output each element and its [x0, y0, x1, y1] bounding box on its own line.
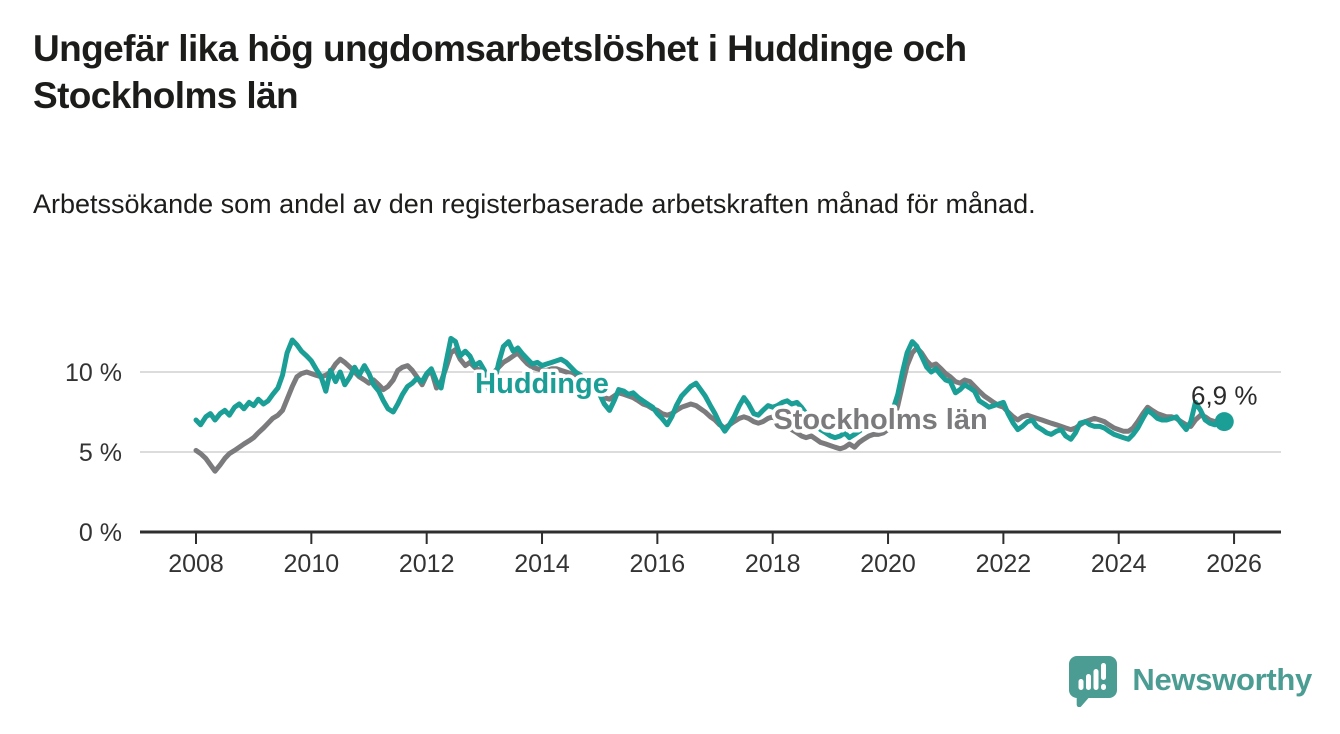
- series-line-stockholms-l-n: [193, 345, 1223, 474]
- chart-subtitle: Arbetssökande som andel av den registerb…: [33, 189, 1036, 219]
- x-axis-tick-label: 2020: [860, 550, 916, 578]
- series-line-huddinge: [193, 335, 1227, 442]
- x-axis-tick-label: 2024: [1091, 550, 1147, 578]
- y-axis-tick-label: 10 %: [65, 359, 122, 387]
- newsworthy-logo-text: Newsworthy: [1132, 662, 1312, 697]
- series-label-stockholms-l-n: Stockholms län: [773, 404, 987, 436]
- y-axis-tick-label: 0 %: [79, 519, 122, 547]
- x-axis-tick-label: 2018: [745, 550, 801, 578]
- bar-chart-speech-bubble-icon: [1069, 656, 1118, 707]
- x-axis-tick-label: 2012: [399, 550, 455, 578]
- series-label-huddinge: Huddinge: [475, 368, 609, 400]
- x-axis-tick-label: 2014: [514, 550, 570, 578]
- latest-value-dot: [1214, 412, 1234, 432]
- newsworthy-logo[interactable]: Newsworthy: [1066, 653, 1312, 707]
- x-axis-tick-label: 2010: [284, 550, 340, 578]
- unemployment-chart: 0 % 5 % 10 % 2008 2010 2012 2014 2016 2018 2020 20…: [0, 300, 1340, 590]
- latest-value-label: 6,9 %: [1191, 381, 1258, 411]
- x-axis-tick-label: 2026: [1206, 550, 1262, 578]
- y-axis-tick-label: 5 %: [79, 439, 122, 467]
- unemployment-chart-svg: 0 % 5 % 10 % 2008 2010 2012 2014 2016 2018 2020 20…: [65, 335, 1281, 578]
- x-axis-tick-label: 2022: [976, 550, 1032, 578]
- x-axis-tick-label: 2008: [168, 550, 224, 578]
- x-axis-tick-label: 2016: [630, 550, 686, 578]
- page-title: Ungefär lika hög ungdomsarbetslöshet i H…: [33, 28, 967, 116]
